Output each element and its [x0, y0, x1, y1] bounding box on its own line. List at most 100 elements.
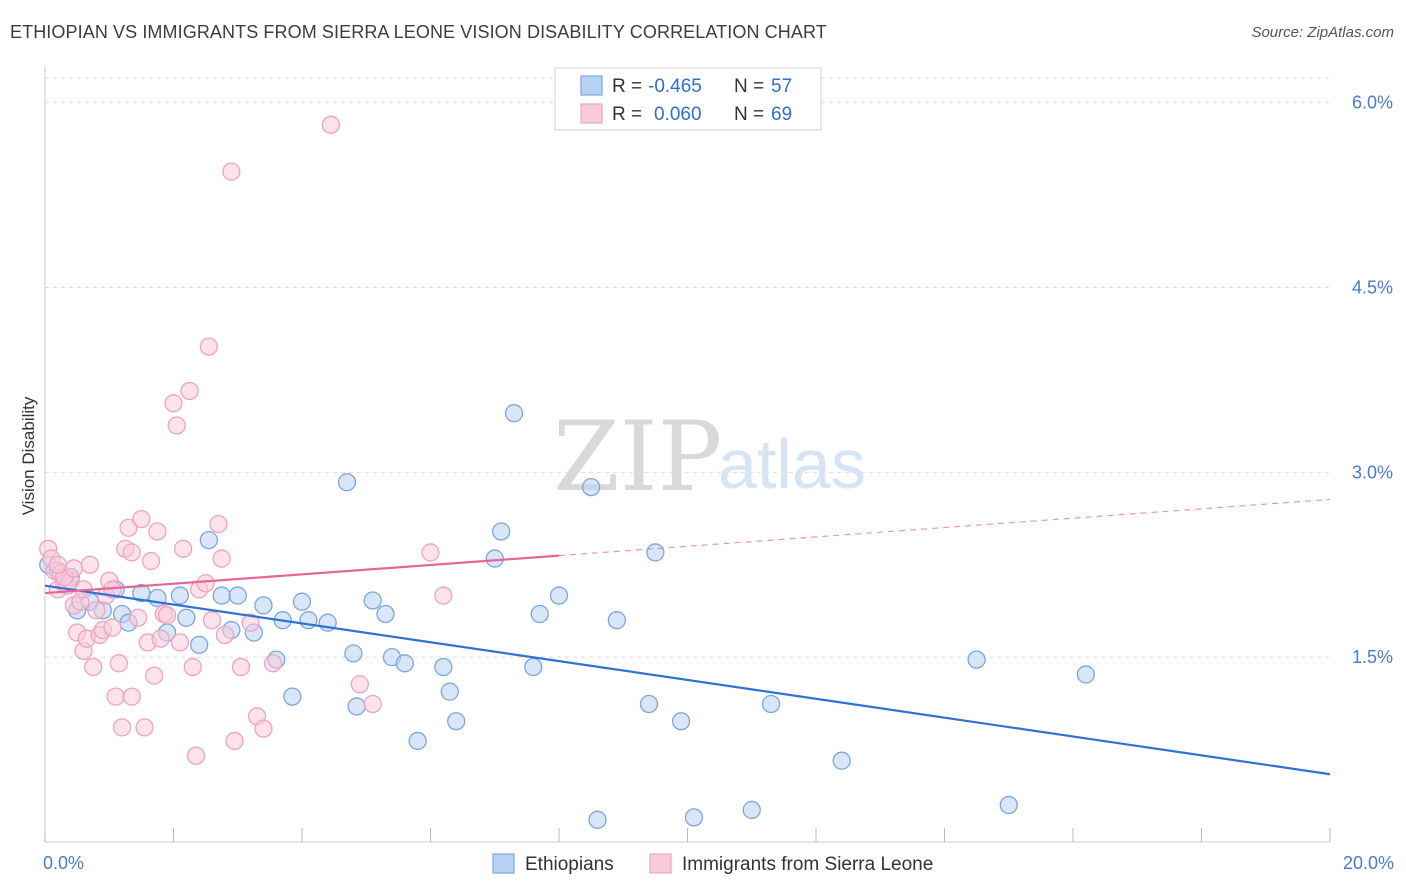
- y-tick-label-2: 4.5%: [1352, 277, 1393, 297]
- stats-r-label-1: R =: [612, 76, 642, 97]
- watermark: ZIP atlas: [553, 401, 866, 513]
- point-sierra-leone-43: [186, 746, 206, 765]
- point-sierra-leone-66: [48, 555, 67, 574]
- watermark-atlas-text: atlas: [718, 425, 866, 503]
- point-ethiopians-50: [684, 808, 704, 827]
- point-sierra-leone-33: [148, 522, 167, 541]
- stats-legend: R = -0.465 N = 57 R = 0.060 N = 69: [554, 67, 822, 131]
- point-ethiopians-35: [434, 657, 453, 677]
- point-ethiopians-52: [761, 694, 781, 714]
- y-tick-label-0: 1.5%: [1352, 647, 1393, 667]
- point-sierra-leone-39: [170, 633, 190, 652]
- point-ethiopians-48: [646, 543, 665, 562]
- point-ethiopians-12: [170, 586, 190, 605]
- x-tick-label-1: 20.0%: [1343, 853, 1394, 873]
- legend-swatch-ethiopians: [492, 853, 515, 874]
- point-ethiopians-34: [408, 731, 427, 751]
- point-sierra-leone-31: [141, 551, 161, 571]
- point-sierra-leone-20: [103, 618, 122, 637]
- point-sierra-leone-57: [263, 654, 283, 673]
- point-sierra-leone-45: [196, 574, 215, 593]
- point-ethiopians-42: [530, 604, 549, 624]
- source-credit: Source: ZipAtlas.com: [1251, 24, 1394, 41]
- point-sierra-leone-22: [109, 654, 129, 673]
- point-sierra-leone-60: [363, 694, 382, 714]
- point-sierra-leone-51: [222, 162, 241, 181]
- point-ethiopians-39: [492, 522, 511, 541]
- point-sierra-leone-36: [157, 606, 177, 625]
- point-ethiopians-30: [363, 591, 382, 610]
- point-ethiopians-24: [292, 592, 312, 611]
- stats-n-value-2: 69: [771, 104, 792, 125]
- trend-lines: [44, 498, 1331, 776]
- point-sierra-leone-47: [202, 611, 222, 630]
- point-ethiopians-44: [581, 477, 601, 497]
- legend-swatch-sierra-leone: [649, 853, 672, 874]
- point-sierra-leone-49: [212, 549, 231, 568]
- point-sierra-leone-46: [199, 337, 218, 356]
- stats-r-label-2: R =: [612, 104, 642, 125]
- point-ethiopians-28: [344, 644, 363, 663]
- point-sierra-leone-61: [421, 543, 440, 562]
- point-sierra-leone-25: [119, 518, 138, 537]
- trend-line-sierra-leone: [44, 554, 560, 595]
- stats-n-label-2: N =: [734, 104, 764, 125]
- point-sierra-leone-68: [122, 687, 141, 706]
- point-ethiopians-29: [347, 697, 366, 716]
- point-ethiopians-23: [283, 687, 302, 706]
- point-sierra-leone-42: [183, 657, 202, 677]
- point-sierra-leone-37: [164, 394, 183, 413]
- point-ethiopians-40: [504, 404, 524, 423]
- point-sierra-leone-15: [87, 601, 106, 620]
- point-ethiopians-49: [671, 712, 691, 731]
- y-tick-label-1: 3.0%: [1352, 462, 1393, 482]
- legend-label-sierra-leone: Immigrants from Sierra Leone: [682, 854, 933, 875]
- point-sierra-leone-41: [180, 381, 199, 401]
- point-ethiopians-46: [607, 611, 626, 630]
- stats-n-label-1: N =: [734, 76, 764, 97]
- point-ethiopians-55: [999, 795, 1018, 815]
- point-sierra-leone-40: [173, 539, 193, 558]
- point-sierra-leone-13: [80, 555, 100, 574]
- chart-title: ETHIOPIAN VS IMMIGRANTS FROM SIERRA LEON…: [10, 22, 827, 42]
- stats-r-value-1: -0.465: [648, 76, 702, 97]
- point-sierra-leone-64: [64, 559, 84, 578]
- point-sierra-leone-23: [112, 718, 132, 737]
- stats-r-value-2: 0.060: [654, 104, 702, 125]
- point-sierra-leone-62: [434, 586, 453, 605]
- y-tick-label-3: 6.0%: [1352, 93, 1393, 113]
- point-ethiopians-16: [212, 586, 231, 605]
- x-tick-label-0: 0.0%: [43, 853, 84, 873]
- point-ethiopians-38: [485, 549, 504, 568]
- bottom-legend: Ethiopians Immigrants from Sierra Leone: [492, 853, 933, 875]
- stats-swatch-ethiopians: [580, 75, 603, 96]
- point-ethiopians-36: [440, 682, 459, 701]
- point-sierra-leone-38: [167, 416, 186, 435]
- point-sierra-leone-21: [106, 687, 125, 706]
- point-sierra-leone-32: [145, 666, 164, 685]
- point-ethiopians-47: [639, 694, 659, 714]
- point-sierra-leone-28: [132, 509, 151, 529]
- point-ethiopians-54: [967, 650, 986, 669]
- point-sierra-leone-56: [254, 719, 273, 738]
- point-sierra-leone-48: [209, 514, 228, 534]
- trend-line-ethiopians: [44, 584, 1331, 776]
- point-ethiopians-27: [337, 473, 357, 492]
- stats-swatch-sierra-leone: [580, 103, 603, 124]
- point-sierra-leone-53: [231, 657, 251, 677]
- point-sierra-leone-58: [321, 115, 341, 134]
- point-sierra-leone-52: [225, 731, 244, 751]
- point-sierra-leone-27: [129, 608, 148, 627]
- trend-line-ext-sierra-leone: [558, 498, 1331, 557]
- point-sierra-leone-54: [241, 613, 260, 632]
- point-sierra-leone-34: [151, 629, 170, 648]
- point-ethiopians-31: [376, 604, 395, 624]
- point-ethiopians-41: [524, 657, 543, 677]
- point-sierra-leone-26: [122, 543, 141, 562]
- point-ethiopians-33: [395, 654, 414, 673]
- point-ethiopians-43: [549, 586, 569, 605]
- point-sierra-leone-29: [135, 718, 154, 737]
- point-ethiopians-14: [190, 635, 209, 654]
- watermark-zip-text: ZIP: [553, 401, 722, 513]
